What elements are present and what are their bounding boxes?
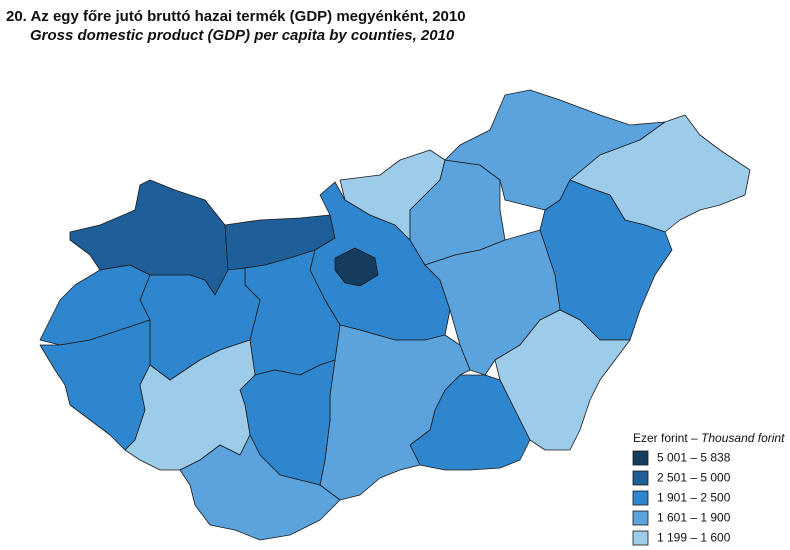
subtitle: Gross domestic product (GDP) per capita … <box>30 27 455 44</box>
legend-label: 2 501 – 5 000 <box>657 471 731 485</box>
legend-label: 1 601 – 1 900 <box>657 511 731 525</box>
legend-swatch <box>632 510 649 526</box>
legend-title-en: Thousand forint <box>701 431 785 445</box>
legend-title: Ezer forint – Thousand forint <box>633 431 785 445</box>
legend-swatch <box>632 470 649 486</box>
legend-label: 5 001 – 5 838 <box>657 451 731 465</box>
county <box>179 434 341 541</box>
legend: 5 001 – 5 838 2 501 – 5 000 1 901 – 2 500 1… <box>632 450 731 546</box>
legend-label: 1 199 – 1 600 <box>657 531 731 545</box>
legend-title-hu: Ezer forint – <box>633 431 698 445</box>
legend-label: 1 901 – 2 500 <box>657 491 731 505</box>
legend-swatch <box>632 450 649 466</box>
legend-swatch <box>632 530 649 546</box>
title: 20. Az egy főre jutó bruttó hazai termék… <box>6 8 466 25</box>
county <box>334 247 379 287</box>
county-map <box>39 89 751 541</box>
legend-swatch <box>632 490 649 506</box>
